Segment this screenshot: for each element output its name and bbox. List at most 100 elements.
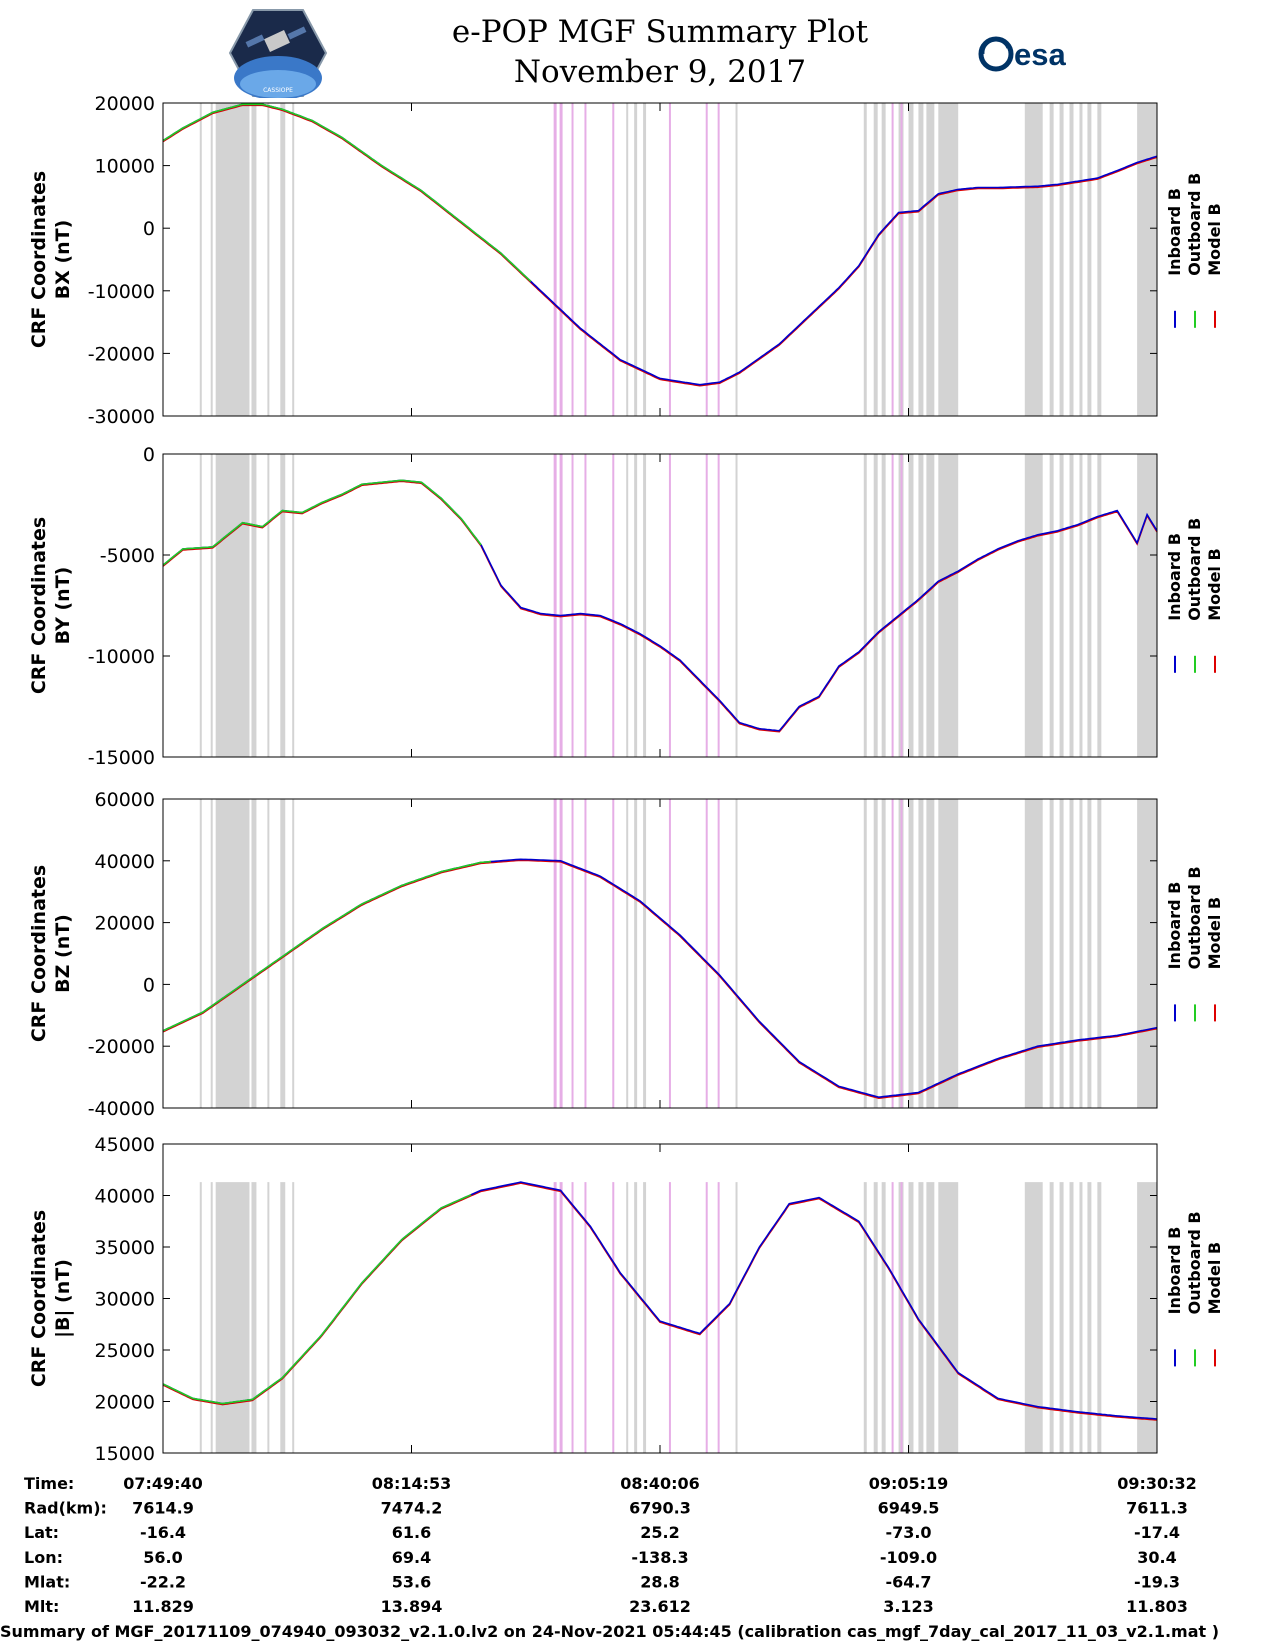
y-axis-label: CRF Coordinates [28, 171, 50, 348]
y-tick-label: 30000 [95, 1289, 155, 1311]
data-gap-pink [612, 454, 615, 757]
data-gap-gray [1069, 103, 1074, 416]
plot-frame [162, 102, 1158, 417]
data-gap-pink [900, 1182, 903, 1453]
data-gap-pink [571, 454, 574, 757]
data-gap-pink [571, 103, 574, 416]
data-gap-gray [215, 1182, 250, 1453]
legend-label: Model B [1205, 203, 1224, 275]
ephemeris-cell: -17.4 [1134, 1523, 1180, 1542]
ephemeris-row-label: Lon: [24, 1548, 63, 1567]
ephemeris-cell: 6949.5 [878, 1499, 940, 1518]
y-axis-label: BY (nT) [52, 567, 74, 645]
data-gap-gray [1097, 799, 1102, 1108]
data-gap-gray [210, 454, 213, 757]
data-gap-pink [705, 454, 708, 757]
data-gap-pink [717, 103, 720, 416]
data-gap-pink [717, 1182, 720, 1453]
data-gap-gray [1087, 103, 1092, 416]
series-model-b-line [162, 104, 1158, 387]
y-tick-label: 45000 [95, 1134, 155, 1156]
panel-bx: 20000 10000 0 -10000 -20000 -30000 CRF Coordin… [28, 93, 1224, 428]
data-gap-pink [891, 1182, 894, 1453]
data-gap-gray [267, 454, 270, 757]
data-gap-gray [881, 1182, 886, 1453]
data-gap-gray [1024, 1182, 1043, 1453]
y-tick-label: -10000 [88, 281, 155, 303]
data-gap-gray [643, 454, 647, 757]
ephemeris-cell: 30.4 [1137, 1548, 1176, 1567]
data-gap-gray [1059, 1182, 1064, 1453]
data-gap-gray [1079, 1182, 1083, 1453]
ephemeris-cell: 11.803 [1126, 1597, 1188, 1616]
data-gap-gray [292, 454, 295, 757]
series-inboard-b-line [162, 479, 1158, 732]
ephemeris-cell: -22.2 [140, 1572, 186, 1591]
data-gap-pink [668, 454, 671, 757]
data-gap-gray [1097, 454, 1102, 757]
data-gap-gray [280, 799, 286, 1108]
data-gap-pink [705, 799, 708, 1108]
legend-label: Inboard B [1165, 1227, 1184, 1315]
ephemeris-cell: 69.4 [392, 1548, 431, 1567]
data-gap-gray [918, 1182, 924, 1453]
data-gap-gray [873, 799, 878, 1108]
data-gap-gray [1049, 103, 1054, 416]
data-gap-gray [634, 454, 638, 757]
series-model-b-line [162, 859, 1158, 1100]
ephemeris-cell: 07:49:40 [123, 1474, 203, 1493]
plot-frame [162, 1143, 1158, 1454]
data-gap-gray [873, 1182, 878, 1453]
data-gap-pink [612, 1182, 615, 1453]
y-tick-label: -5000 [100, 545, 155, 567]
ephemeris-cell: 09:05:19 [869, 1474, 949, 1493]
data-gap-gray [251, 1182, 257, 1453]
data-gap-gray [199, 1182, 202, 1453]
y-tick-label: -10000 [88, 646, 155, 668]
ephemeris-cell: -109.0 [880, 1548, 937, 1567]
y-tick-label: 40000 [95, 851, 155, 873]
series-model-b-line [162, 480, 1158, 733]
data-gap-gray [908, 799, 914, 1108]
data-gap-gray [280, 103, 286, 416]
data-gap-pink [553, 799, 557, 1108]
data-gap-pink [553, 454, 557, 757]
data-gap-gray [251, 103, 257, 416]
ephemeris-cell: 7474.2 [381, 1499, 443, 1518]
ephemeris-row-label: Rad(km): [24, 1499, 107, 1518]
data-gap-pink [705, 103, 708, 416]
data-gap-gray [1024, 103, 1043, 416]
plot-frame [162, 453, 1158, 758]
data-gap-gray [863, 1182, 867, 1453]
ephemeris-cell: 3.123 [883, 1597, 934, 1616]
data-gap-gray [735, 103, 738, 416]
data-gap-gray [863, 799, 867, 1108]
data-gap-gray [1059, 103, 1064, 416]
series-outboard-b-line [162, 479, 482, 566]
data-gap-gray [1137, 454, 1157, 757]
esa-logo: esa [978, 36, 1066, 72]
ephemeris-cell: -19.3 [1134, 1572, 1180, 1591]
y-tick-label: 25000 [95, 1340, 155, 1362]
legend-label: Inboard B [1165, 188, 1184, 276]
data-gap-gray [1079, 799, 1083, 1108]
ephemeris-cell: 56.0 [143, 1548, 182, 1567]
panel-bz: 60000 40000 20000 0 -20000 -40000 CRF Coordina… [28, 789, 1224, 1120]
data-gap-gray [215, 799, 250, 1108]
data-gap-gray [881, 103, 886, 416]
data-gap-gray [1137, 1182, 1157, 1453]
data-gap-gray [938, 454, 959, 757]
data-gap-gray [918, 454, 924, 757]
ephemeris-row-label: Mlat: [24, 1572, 70, 1591]
data-gap-gray [1097, 1182, 1102, 1453]
y-tick-label: 15000 [95, 1443, 155, 1465]
y-tick-label: -40000 [88, 1098, 155, 1120]
ephemeris-cell: 6790.3 [629, 1499, 691, 1518]
y-axis-label: |B| (nT) [52, 1259, 74, 1338]
data-gap-gray [634, 103, 638, 416]
data-gap-gray [938, 103, 959, 416]
data-gap-gray [634, 799, 638, 1108]
data-gap-gray [881, 799, 886, 1108]
data-gap-pink [584, 454, 587, 757]
data-gap-pink [891, 454, 894, 757]
